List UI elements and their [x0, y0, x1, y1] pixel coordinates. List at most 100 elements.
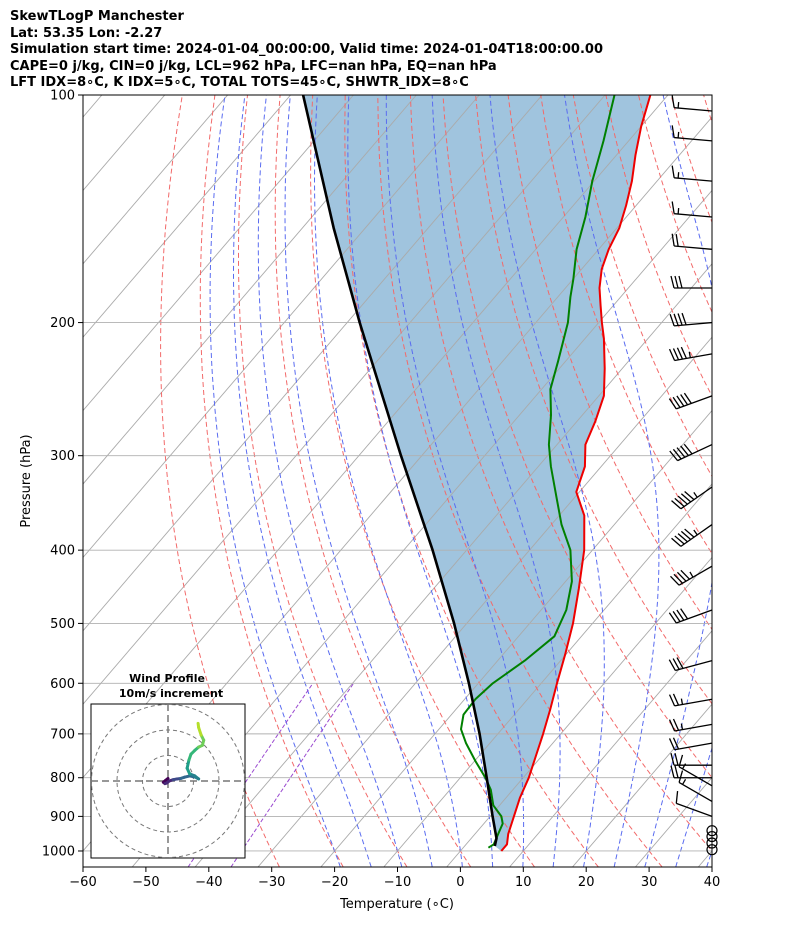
dry-adiabat-line [736, 95, 794, 867]
x-tick-label: −40 [195, 875, 222, 890]
wind-barb-feather [675, 791, 679, 804]
isotherm-line [83, 95, 543, 632]
wind-barb-staff [678, 766, 713, 787]
stability-line: CAPE=0 j/kg, CIN=0 j/kg, LCL=962 hPa, LF… [10, 58, 497, 74]
wind-barb-half-feather [689, 571, 694, 578]
isotherm-line [83, 95, 480, 559]
wind-barb-feather [675, 234, 679, 247]
wind-barb-staff [674, 698, 713, 707]
dry-adiabat-line [769, 95, 794, 867]
wind-barb-staff [680, 524, 713, 547]
moist-adiabat-line [706, 849, 712, 867]
cape-cin-fill-layer [303, 95, 651, 851]
wind-barb-feather [678, 275, 683, 289]
x-tick-label: −20 [321, 875, 348, 890]
x-tick-label: −60 [69, 875, 96, 890]
wind-barb-staff [678, 781, 713, 803]
wind-barb-feather [672, 396, 681, 408]
y-tick-label: 800 [50, 771, 75, 786]
cin-shaded-area [303, 95, 651, 851]
profile-series-layer [301, 95, 652, 852]
y-tick-label: 600 [50, 677, 75, 692]
wind-barb-feather [671, 95, 675, 108]
moist-adiabat-line [209, 95, 341, 867]
wind-barb-feather [670, 275, 675, 289]
wind-barb-half-feather [693, 492, 698, 498]
isotherm-line [697, 850, 712, 867]
y-tick-label: 200 [50, 316, 75, 331]
wind-barb-feather [668, 719, 676, 732]
wind-barb-feather [668, 659, 676, 671]
wind-barb-half-feather [681, 763, 687, 770]
dry-adiabat-line [442, 95, 712, 779]
y-tick-label: 900 [50, 810, 75, 825]
wind-barb-feather [676, 657, 684, 669]
dry-adiabat-line [274, 95, 472, 867]
wind-barb-half-feather [681, 778, 687, 785]
moist-adiabat-line [489, 95, 605, 867]
wind-barb-feather [668, 694, 676, 707]
dry-adiabat-line [507, 95, 712, 631]
wind-barb-feather [674, 275, 679, 289]
wind-barb-feather [672, 611, 681, 622]
axes-layer: −60 −50 −40 −30 −20 −10 0 10 20 30 40 1000 900 800 700… [42, 89, 720, 891]
wind-barb-feather [680, 493, 692, 503]
isotherm-line [257, 336, 712, 867]
wind-barb-feather [672, 448, 682, 460]
wind-barb-half-feather [680, 723, 684, 730]
wind-barb-feather [677, 495, 688, 505]
x-tick-label: 20 [578, 875, 595, 890]
wind-barb-staff [674, 723, 713, 732]
isotherm-line [83, 95, 354, 412]
reference-lines-layer [83, 95, 794, 867]
x-tick-label: 40 [704, 875, 721, 890]
wind-barb-feather [671, 233, 675, 247]
wind-barb-feather [668, 398, 677, 410]
wind-barb-half-feather [677, 207, 680, 215]
parcel-path-line [301, 95, 498, 847]
time-line: Simulation start time: 2024-01-04_00:00:… [10, 42, 603, 57]
wind-barb-staff [677, 443, 713, 462]
index-line: LFT IDX=8∘C, K IDX=5∘C, TOTAL TOTS=45∘C,… [10, 75, 469, 90]
dry-adiabat-line [238, 95, 408, 867]
wind-barb-staff [678, 565, 713, 586]
wind-barb-staff [676, 609, 713, 624]
isotherm-line [194, 263, 712, 867]
wind-barb-feather [680, 394, 689, 406]
dry-adiabat-line [703, 95, 712, 125]
wind-barb-feather [676, 447, 686, 458]
isotherm-line [635, 776, 712, 867]
wind-barbs-layer [668, 95, 718, 856]
wind-barb-staff [674, 136, 713, 142]
dry-adiabat-line [475, 95, 712, 705]
moist-adiabat-line [738, 95, 794, 867]
wind-barb-feather [673, 313, 679, 326]
wind-barb-feather [680, 346, 687, 359]
wind-barb-staff [680, 486, 713, 510]
isotherm-line [83, 95, 291, 338]
wind-barb-staff [676, 395, 713, 410]
wind-barb-feather [674, 497, 685, 507]
wind-barb-feather [680, 569, 690, 580]
moist-adiabat-line [769, 95, 794, 867]
x-tick-label: 0 [456, 875, 464, 890]
x-tick-label: −50 [132, 875, 159, 890]
wind-barb-feather [674, 753, 679, 766]
hodograph-subtitle: 10m/s increment [119, 687, 223, 700]
wind-barb-feather [671, 125, 675, 138]
wind-barb-feather [668, 612, 677, 624]
x-tick-label: 30 [641, 875, 658, 890]
wind-barb-half-feather [677, 131, 680, 138]
wind-barb-feather [676, 609, 685, 621]
wind-barb-half-feather [688, 351, 691, 358]
wind-barb-feather [669, 313, 675, 327]
y-tick-label: 700 [50, 727, 75, 742]
wind-barb-staff [674, 321, 713, 327]
moist-adiabat-line [347, 95, 494, 867]
isotherm-line [572, 703, 712, 867]
dry-adiabat-line [670, 95, 712, 224]
dry-adiabat-line [160, 95, 280, 867]
wind-barb-feather [670, 753, 675, 766]
chart-title: SkewTLogP Manchester [10, 9, 184, 24]
